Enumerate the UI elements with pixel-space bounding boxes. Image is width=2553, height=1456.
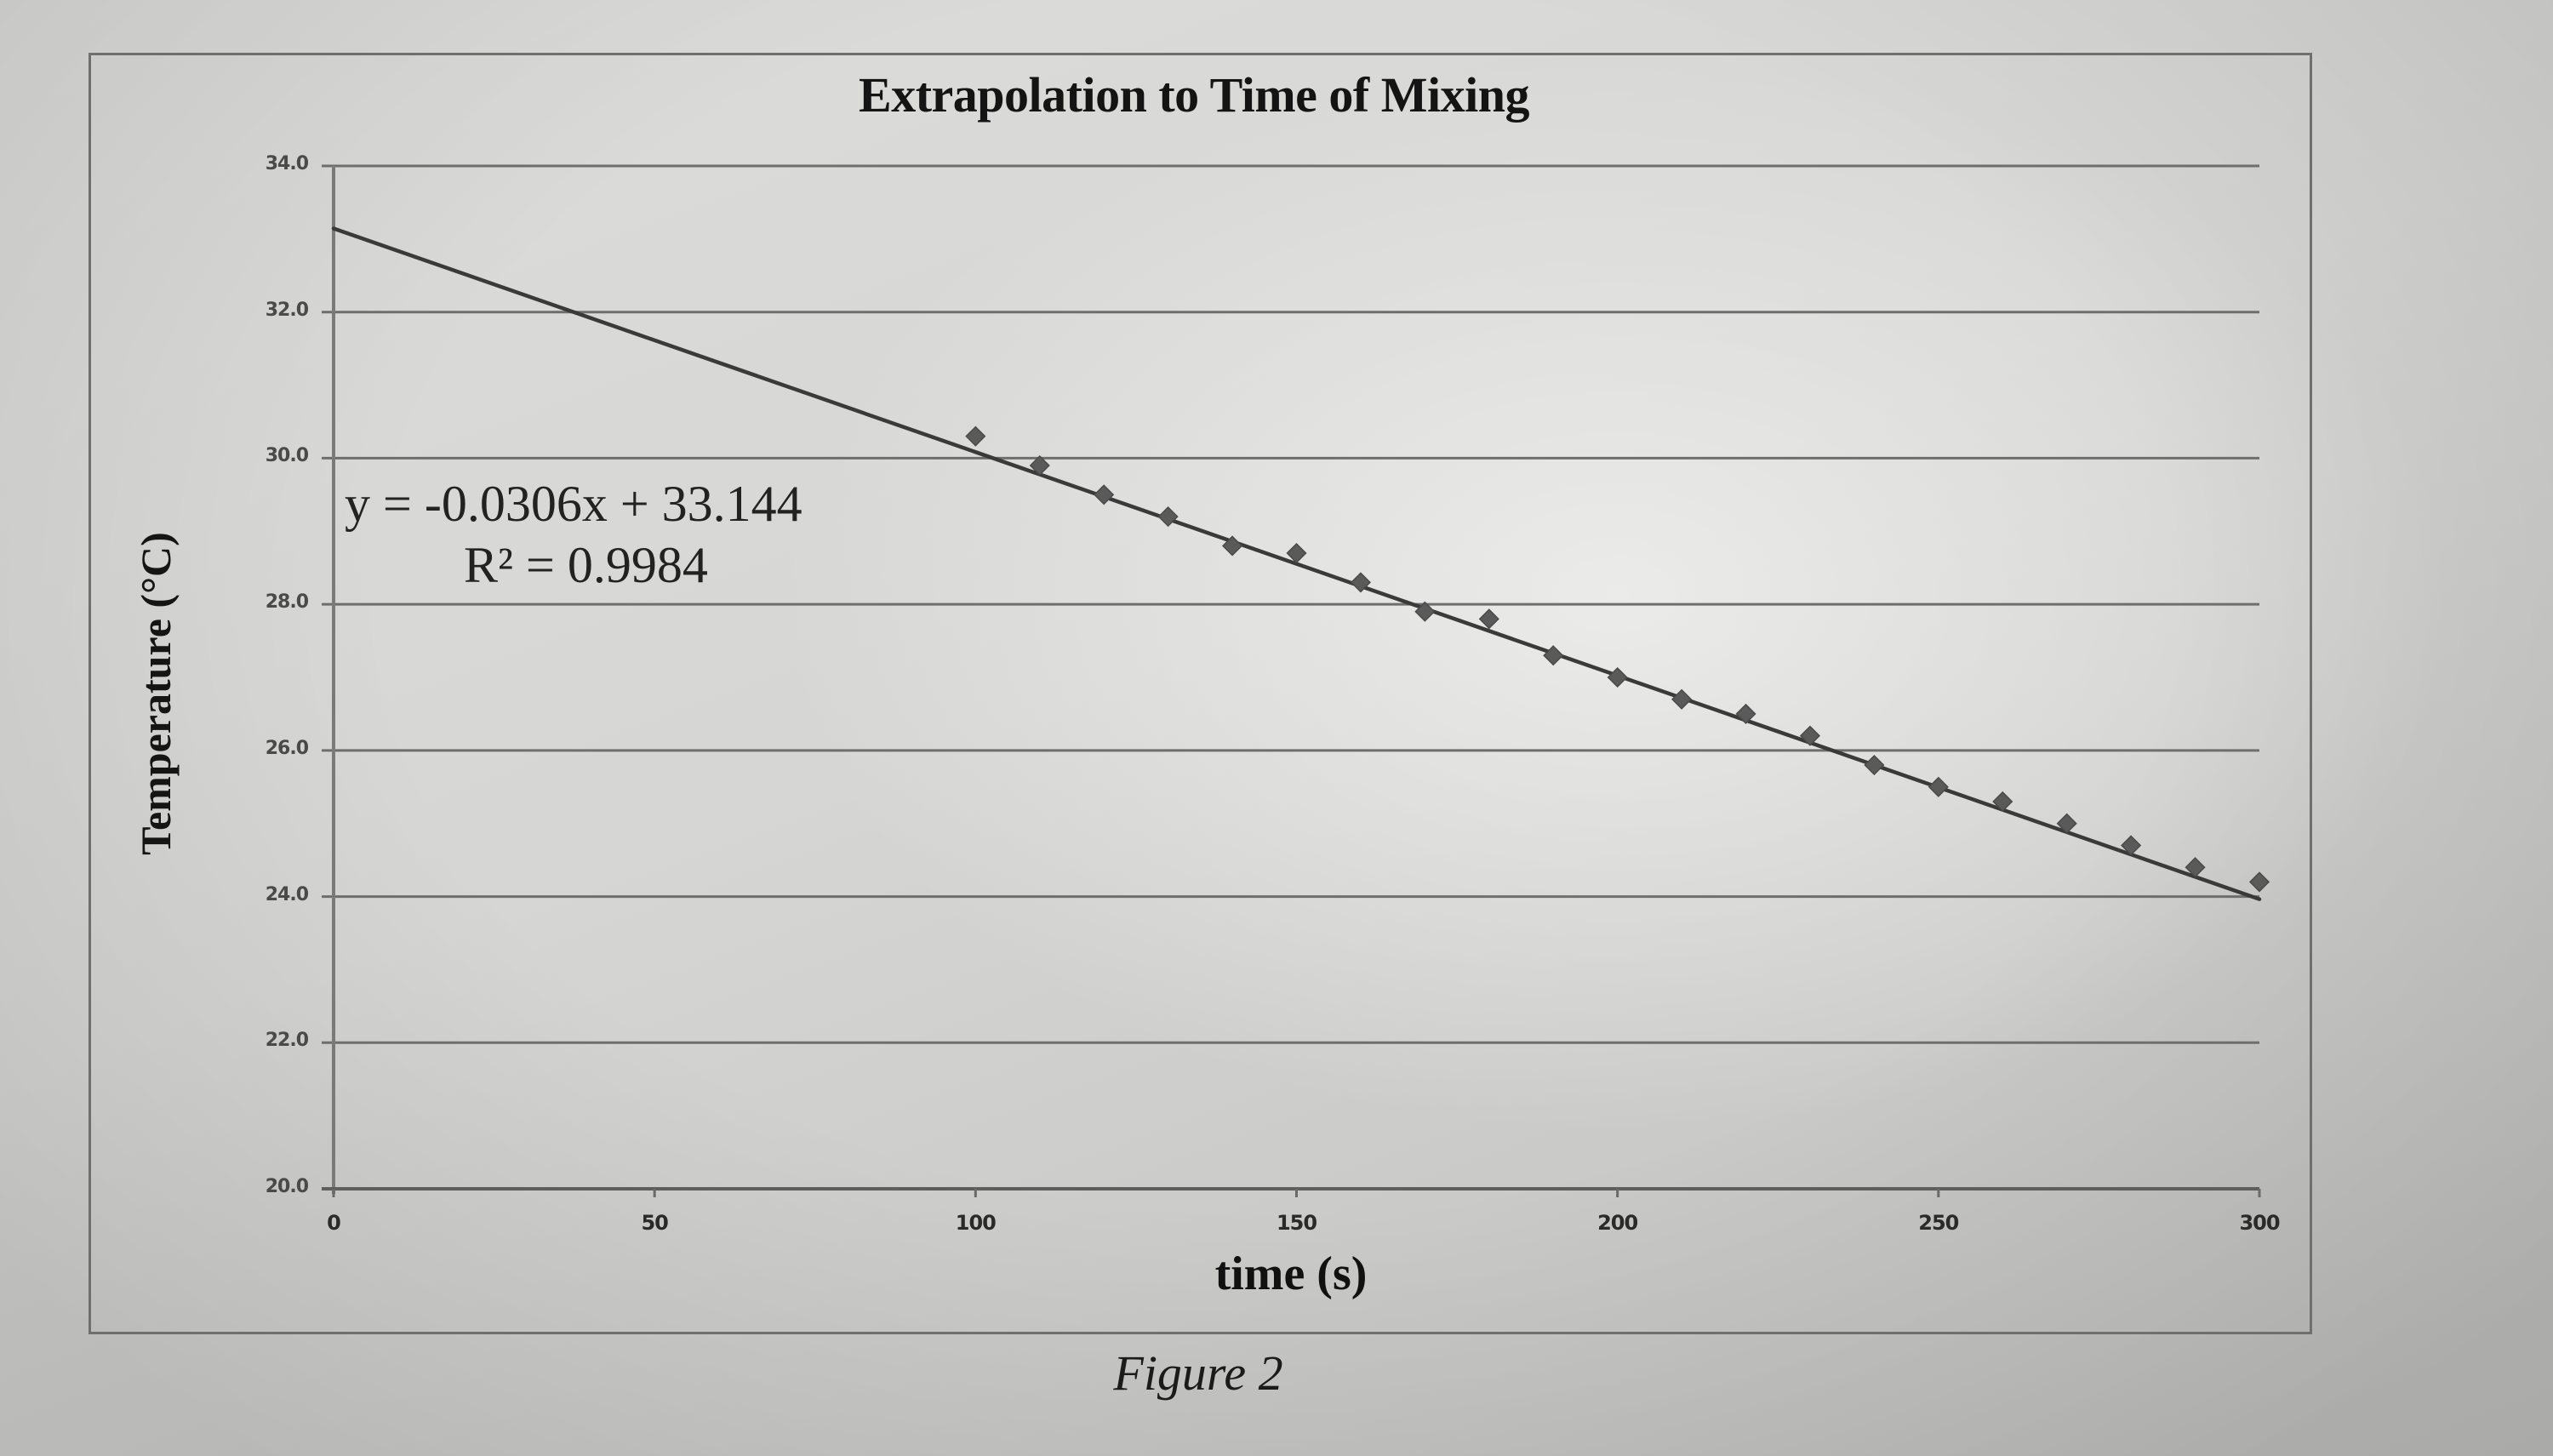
y-tick-label: 30.0 (265, 445, 309, 467)
data-point-diamond (1094, 484, 1115, 505)
x-tick-label: 200 (1597, 1211, 1638, 1235)
x-tick-label: 100 (955, 1211, 997, 1235)
trendline-equation: y = -0.0306x + 33.144 R² = 0.9984 (345, 473, 855, 596)
y-tick-label: 26.0 (265, 737, 309, 759)
equation-text: y = -0.0306x + 33.144 (345, 476, 802, 532)
x-tick-label: 300 (2239, 1211, 2280, 1235)
y-tick-label: 28.0 (265, 591, 309, 614)
data-point-diamond (1157, 506, 1179, 528)
x-tick-label: 50 (641, 1211, 668, 1235)
y-axis-label: Temperature (°C) (132, 532, 180, 855)
data-point-diamond (1478, 608, 1499, 630)
data-point-diamond (1928, 776, 1949, 797)
data-point-diamond (1543, 645, 1564, 666)
chart-title: Extrapolation to Time of Mixing (859, 67, 1529, 123)
x-tick-label: 150 (1276, 1211, 1317, 1235)
x-tick-label: 250 (1918, 1211, 1959, 1235)
r-squared-text: R² = 0.9984 (464, 537, 708, 593)
y-tick-label: 32.0 (265, 299, 309, 321)
data-point-diamond (2185, 857, 2206, 878)
x-tick-label: 0 (327, 1211, 341, 1235)
data-point-diamond (2056, 813, 2077, 834)
data-point-diamond (1864, 754, 1885, 776)
data-point-diamond (1350, 572, 1371, 593)
data-point-diamond (1992, 791, 2013, 813)
data-point-diamond (1799, 725, 1821, 746)
y-tick-label: 22.0 (265, 1030, 309, 1052)
data-point-diamond (965, 425, 986, 447)
figure-caption: Figure 2 (1113, 1345, 1283, 1401)
y-tick-label: 20.0 (265, 1176, 309, 1197)
x-axis-label: time (s) (1214, 1248, 1368, 1300)
data-point-diamond (2121, 835, 2142, 856)
data-point-diamond (2248, 871, 2270, 893)
data-point-diamond (1414, 601, 1436, 622)
chart-frame (89, 53, 2312, 1334)
data-point-diamond (1222, 535, 1243, 557)
data-point-diamond (1286, 542, 1307, 564)
data-point-diamond (1607, 666, 1628, 688)
data-point-diamond (1671, 688, 1693, 710)
data-point-diamond (1735, 703, 1756, 724)
y-tick-label: 34.0 (265, 153, 309, 174)
y-tick-label: 24.0 (265, 883, 309, 905)
data-point-diamond (1029, 454, 1050, 477)
